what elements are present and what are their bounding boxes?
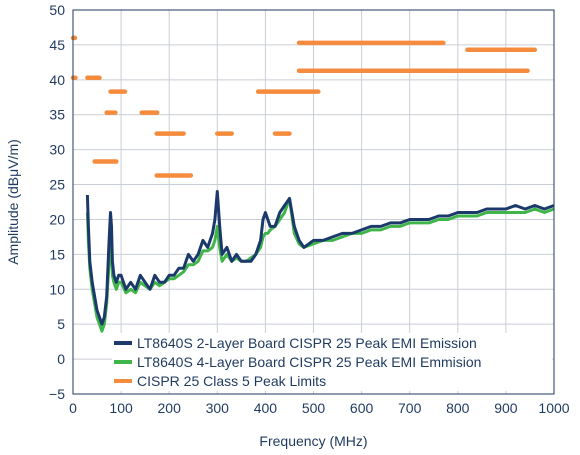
y-tick-label: 35 (49, 107, 65, 123)
y-tick-label: 50 (49, 2, 65, 18)
x-tick-label: 0 (69, 400, 77, 416)
plot-frame (72, 9, 555, 395)
x-tick-label: 1000 (538, 400, 569, 416)
legend: LT8640S 2-Layer Board CISPR 25 Peak EMI … (112, 333, 552, 391)
x-tick-label: 700 (398, 400, 422, 416)
y-tick-label: 10 (49, 281, 65, 297)
y-tick-label: 40 (49, 72, 65, 88)
x-tick-labels: 0 100 200 300 400 500 600 700 800 900 1000 (69, 400, 570, 416)
legend-background (112, 333, 552, 391)
x-tick-label: 900 (494, 400, 518, 416)
legend-label-2-layer: LT8640S 2-Layer Board CISPR 25 Peak EMI … (137, 335, 477, 351)
x-tick-label: 400 (254, 400, 278, 416)
y-tick-label: 20 (49, 211, 65, 227)
x-tick-label: 100 (109, 400, 133, 416)
legend-label-4-layer: LT8640S 4-Layer Board CISPR 25 Peak EMI … (137, 354, 481, 370)
y-axis-label: Amplitude (dBμV/m) (5, 139, 21, 265)
y-tick-label: 30 (49, 142, 65, 158)
y-tick-label: 0 (57, 351, 65, 367)
y-tick-label: 45 (49, 37, 65, 53)
y-tick-label: 25 (49, 177, 65, 193)
series-line-4-layer (85, 197, 555, 333)
y-tick-label: −5 (49, 386, 65, 402)
y-tick-label: 15 (49, 246, 65, 262)
plot-area (70, 35, 555, 333)
x-axis-label: Frequency (MHz) (259, 433, 367, 449)
x-tick-label: 800 (446, 400, 470, 416)
series-line-2-layer (85, 190, 555, 326)
x-tick-label: 600 (350, 400, 374, 416)
x-tick-label: 300 (206, 400, 230, 416)
x-tick-label: 500 (302, 400, 326, 416)
y-tick-labels: −5 0 5 10 15 20 25 30 35 40 45 50 (49, 2, 65, 402)
x-tick-label: 200 (158, 400, 182, 416)
legend-label-cispr-limits: CISPR 25 Class 5 Peak Limits (137, 373, 326, 389)
y-tick-label: 5 (57, 316, 65, 332)
